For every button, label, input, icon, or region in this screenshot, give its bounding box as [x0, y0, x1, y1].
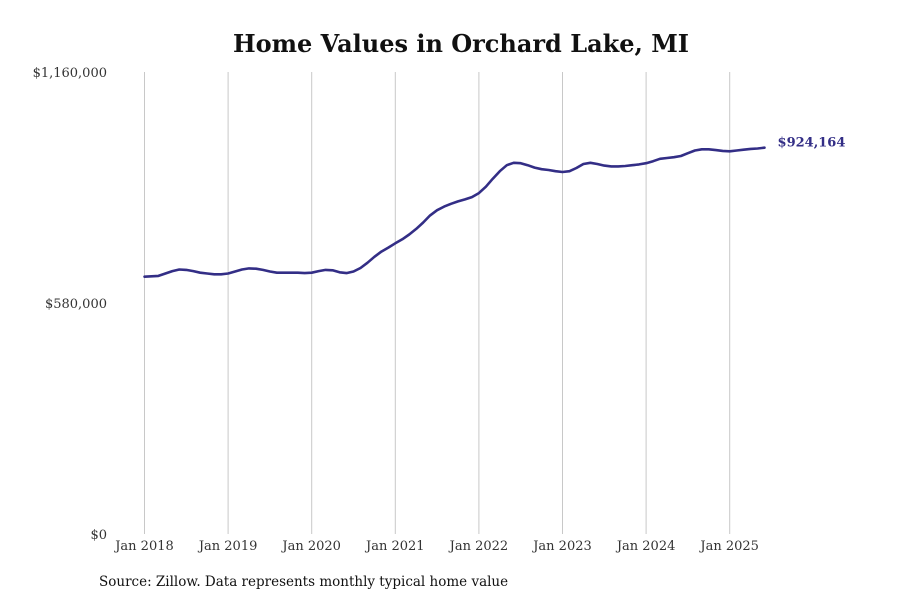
x-tick-label: Jan 2025 — [698, 539, 759, 554]
gridlines — [144, 72, 731, 534]
y-axis-ticks: $0 $580,000 $1,160,000 — [33, 66, 107, 543]
x-tick-label: Jan 2021 — [364, 539, 425, 554]
chart-title: Home Values in Orchard Lake, MI — [233, 29, 689, 58]
y-tick-label: $580,000 — [45, 297, 107, 312]
y-tick-label: $0 — [90, 528, 107, 543]
plot-area: $924,164 — [143, 136, 846, 279]
end-value-label: $924,164 — [778, 136, 846, 151]
x-tick-label: Jan 2020 — [280, 539, 341, 554]
x-tick-label: Jan 2024 — [615, 539, 676, 554]
source-note: Source: Zillow. Data represents monthly … — [99, 574, 509, 590]
series-line — [143, 146, 766, 279]
y-tick-label: $1,160,000 — [33, 66, 107, 81]
x-tick-label: Jan 2019 — [197, 539, 258, 554]
x-axis-ticks: Jan 2018 Jan 2019 Jan 2020 Jan 2021 Jan 2022… — [113, 539, 759, 554]
x-tick-label: Jan 2022 — [448, 539, 509, 554]
x-tick-label: Jan 2018 — [113, 539, 174, 554]
x-tick-label: Jan 2023 — [531, 539, 592, 554]
